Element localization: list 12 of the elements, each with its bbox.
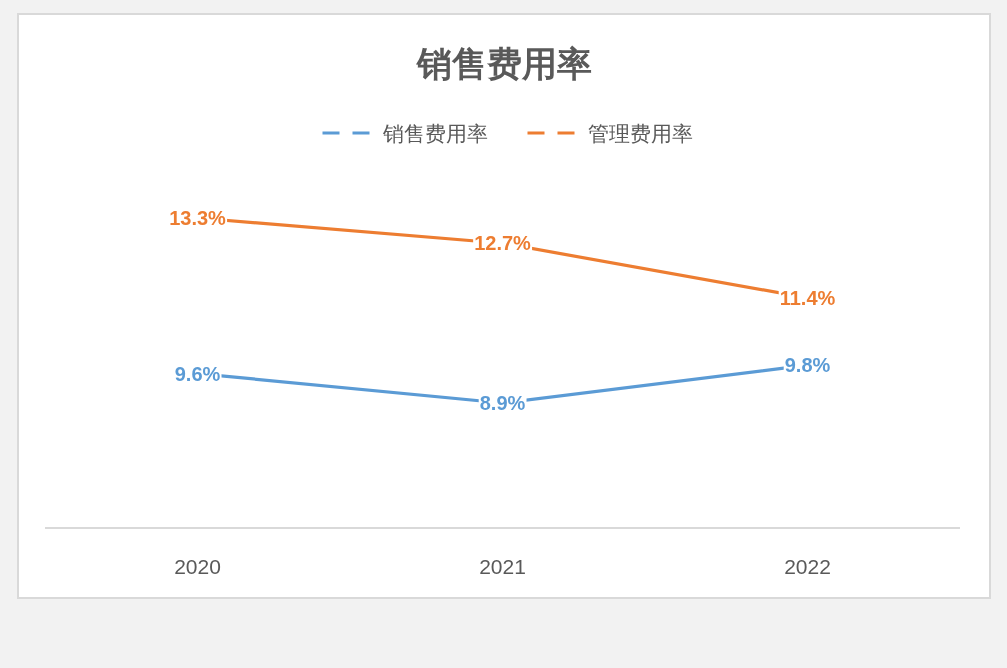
x-tick-label: 2021 bbox=[479, 554, 526, 578]
data-label: 9.6% bbox=[174, 362, 221, 385]
legend-label: 管理费用率 bbox=[587, 121, 693, 145]
title: 销售费用率 bbox=[417, 43, 592, 83]
legend-label: 销售费用率 bbox=[382, 121, 488, 145]
x-tick-label: 2020 bbox=[174, 554, 221, 578]
data-label: 12.7% bbox=[474, 232, 531, 255]
data-label: 9.8% bbox=[784, 354, 831, 377]
data-label: 8.9% bbox=[479, 392, 526, 414]
x-tick-label: 2022 bbox=[784, 554, 831, 578]
data-label: 11.4% bbox=[779, 286, 836, 309]
data-label: 13.3% bbox=[169, 207, 226, 229]
